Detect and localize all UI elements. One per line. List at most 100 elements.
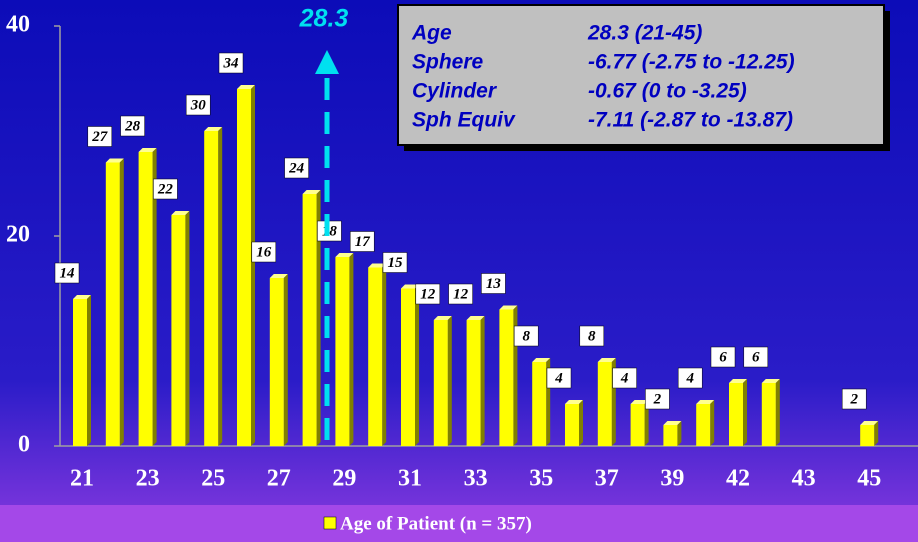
data-label-box bbox=[284, 157, 309, 179]
data-label: 34 bbox=[223, 55, 240, 71]
data-label: 24 bbox=[288, 160, 305, 176]
annotation: 28.3 bbox=[299, 5, 349, 33]
bar-cap bbox=[729, 379, 747, 383]
x-tick-label: 39 bbox=[660, 466, 684, 492]
data-label: 2 bbox=[849, 391, 858, 407]
bar-cap bbox=[269, 274, 288, 278]
bar bbox=[105, 162, 120, 446]
data-label-box bbox=[841, 388, 867, 410]
data-label-box bbox=[546, 367, 572, 389]
data-label-box bbox=[677, 367, 703, 389]
bar bbox=[204, 131, 219, 446]
bar-cap bbox=[368, 263, 387, 268]
data-label: 12 bbox=[453, 286, 469, 302]
data-label: 2 bbox=[653, 391, 662, 407]
y-tick-label: 40 bbox=[6, 12, 30, 38]
info-label: Sphere bbox=[412, 51, 484, 74]
bar-cap bbox=[433, 316, 452, 320]
data-label-box bbox=[218, 52, 244, 74]
bar bbox=[237, 89, 251, 446]
info-value: -6.77 (-2.75 to -12.25) bbox=[588, 51, 795, 74]
bar-side bbox=[579, 400, 583, 446]
bar-cap bbox=[73, 295, 91, 299]
info-label: Sph Equiv bbox=[412, 109, 516, 132]
data-label: 4 bbox=[685, 370, 694, 386]
data-label-box bbox=[382, 252, 408, 273]
x-tick-label: 33 bbox=[464, 466, 488, 492]
bar bbox=[171, 215, 186, 446]
data-label-box bbox=[153, 178, 178, 200]
bar-side bbox=[447, 316, 452, 446]
data-label-box bbox=[710, 346, 736, 368]
bar-side bbox=[874, 421, 879, 446]
data-label: 18 bbox=[322, 223, 338, 239]
bar bbox=[138, 152, 153, 446]
bar-cap bbox=[237, 85, 255, 89]
data-label: 14 bbox=[60, 265, 76, 281]
box bbox=[397, 4, 885, 146]
bar-cap bbox=[401, 284, 419, 289]
bar-side bbox=[415, 284, 419, 446]
bar-side bbox=[775, 379, 780, 446]
bar bbox=[73, 299, 87, 446]
bar bbox=[499, 309, 514, 446]
bar bbox=[729, 383, 743, 446]
data-label-box bbox=[87, 126, 113, 147]
bar-cap bbox=[663, 421, 682, 425]
data-label-box bbox=[612, 367, 637, 389]
legend-label: Age of Patient (n = 357) bbox=[340, 513, 532, 534]
bar bbox=[761, 383, 776, 446]
info-value: -0.67 (0 to -3.25) bbox=[588, 80, 747, 103]
bar bbox=[466, 320, 481, 446]
bar-cap bbox=[302, 190, 321, 194]
bar-side bbox=[185, 211, 190, 446]
bar bbox=[696, 404, 711, 446]
mean-arrow bbox=[315, 50, 339, 74]
legend-swatch bbox=[323, 516, 337, 530]
data-label-box bbox=[481, 273, 506, 294]
bar bbox=[860, 425, 875, 446]
x-tick-label: 31 bbox=[398, 466, 422, 492]
data-label-box bbox=[120, 115, 145, 137]
bar-side bbox=[480, 316, 485, 446]
info-label: Cylinder bbox=[412, 80, 498, 103]
bar-side bbox=[644, 400, 649, 446]
y-tick-label: 0 bbox=[18, 432, 30, 458]
x-tick-label: 43 bbox=[792, 466, 816, 492]
data-label-box bbox=[251, 241, 277, 263]
bar-side bbox=[382, 263, 387, 446]
bar bbox=[401, 288, 415, 446]
data-label-box bbox=[349, 231, 375, 252]
bar-cap bbox=[466, 316, 485, 320]
bar-side bbox=[677, 421, 682, 446]
bar-cap bbox=[532, 358, 551, 362]
bar-side bbox=[218, 127, 223, 446]
bar bbox=[630, 404, 645, 446]
data-label: 28 bbox=[124, 118, 141, 134]
data-label: 4 bbox=[554, 370, 563, 386]
bar-cap bbox=[171, 211, 190, 215]
bar-cap bbox=[860, 421, 879, 425]
data-label: 27 bbox=[91, 129, 108, 145]
bar bbox=[597, 362, 612, 446]
data-label: 17 bbox=[355, 234, 371, 250]
bar bbox=[433, 320, 448, 446]
legend-band bbox=[0, 505, 918, 542]
info-label: Age bbox=[411, 22, 452, 45]
bar-side bbox=[743, 379, 747, 446]
x-tick-label: 35 bbox=[529, 466, 553, 492]
bar-cap bbox=[138, 148, 157, 152]
data-label: 12 bbox=[420, 286, 436, 302]
data-label: 30 bbox=[190, 97, 207, 113]
bar bbox=[335, 257, 350, 446]
x-tick-label: 25 bbox=[201, 466, 225, 492]
bar-cap bbox=[335, 253, 354, 257]
x-tick-label: 37 bbox=[595, 466, 619, 492]
x-tick-label: 27 bbox=[267, 466, 291, 492]
bar-cap bbox=[105, 158, 124, 163]
data-label-box bbox=[645, 388, 670, 410]
bar-side bbox=[152, 148, 157, 446]
bar-cap bbox=[630, 400, 649, 404]
data-label-box bbox=[415, 283, 441, 305]
